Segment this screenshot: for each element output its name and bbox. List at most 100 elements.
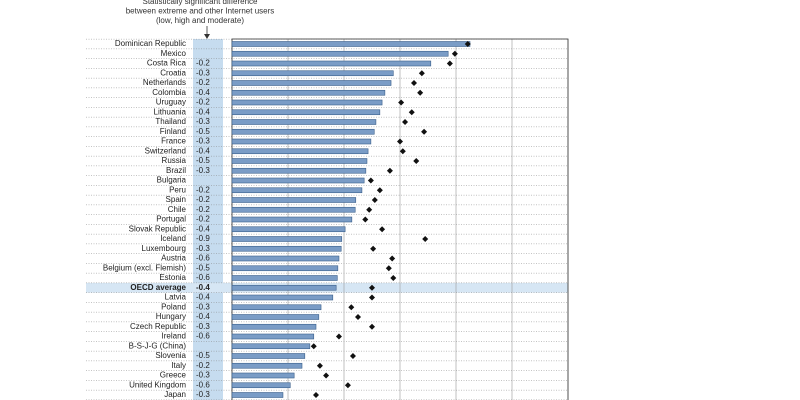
diamond-marker [417, 89, 424, 96]
diamond-marker [367, 177, 374, 184]
bar [231, 343, 311, 350]
bar [231, 372, 295, 379]
bar [231, 138, 372, 145]
difference-label: -0.3 [196, 371, 210, 380]
category-label: Bulgaria [157, 176, 187, 185]
annotation-arrowhead [204, 34, 210, 39]
difference-label: -0.4 [196, 224, 210, 233]
difference-label: -0.2 [196, 98, 210, 107]
bar [231, 382, 291, 389]
bar [231, 265, 339, 272]
difference-label: -0.2 [196, 361, 210, 370]
bar [231, 216, 353, 223]
diamond-marker [413, 158, 420, 164]
bar [231, 226, 346, 233]
category-label: Ireland [162, 332, 186, 341]
bar [231, 245, 342, 252]
diamond-marker [399, 148, 406, 155]
diamond-marker [344, 382, 351, 389]
diamond-marker [323, 372, 330, 379]
category-label: France [161, 137, 186, 146]
bar [231, 158, 368, 164]
diamond-marker [370, 245, 377, 252]
category-label: OECD average [130, 283, 186, 292]
difference-label: -0.4 [196, 283, 210, 292]
difference-label: -0.2 [196, 78, 210, 87]
diamond-marker [421, 128, 428, 135]
bar [231, 314, 320, 320]
bar [231, 119, 377, 125]
difference-label: -0.6 [196, 332, 210, 341]
category-label: Switzerland [145, 146, 186, 155]
bar [231, 284, 337, 291]
bar [231, 304, 322, 311]
category-label: Iceland [160, 234, 186, 243]
difference-label: -0.2 [196, 215, 210, 224]
difference-label: -0.4 [196, 146, 210, 155]
bar [231, 392, 284, 398]
diamond-marker [369, 294, 375, 301]
difference-label: -0.3 [196, 302, 210, 311]
bar [231, 206, 356, 213]
category-label: B-S-J-G (China) [129, 341, 187, 350]
diamond-marker [316, 362, 323, 369]
bar [231, 60, 432, 67]
diamond-marker [389, 255, 396, 262]
category-label: Luxembourg [142, 244, 186, 253]
bar [231, 50, 449, 57]
difference-label: -0.4 [196, 293, 210, 302]
bar [231, 362, 303, 369]
diamond-marker [310, 343, 317, 350]
category-label: Italy [171, 361, 186, 370]
category-label: Spain [166, 195, 186, 204]
category-label: United Kingdom [129, 380, 186, 389]
difference-label: -0.3 [196, 117, 210, 126]
category-label: Latvia [165, 293, 187, 302]
bar [231, 353, 306, 359]
diamond-marker [385, 265, 392, 272]
category-label: Colombia [152, 88, 186, 97]
difference-label: -0.2 [196, 59, 210, 68]
category-label: Brazil [166, 166, 186, 175]
difference-label: -0.9 [196, 234, 210, 243]
difference-label: -0.5 [196, 127, 210, 136]
difference-label: -0.5 [196, 156, 210, 165]
diamond-marker [355, 314, 361, 320]
category-label: Russia [162, 156, 187, 165]
category-label: Portugal [156, 215, 186, 224]
diamond-marker [379, 226, 386, 233]
bar [231, 333, 315, 340]
category-label: Poland [161, 302, 186, 311]
category-label: Austria [161, 254, 186, 263]
difference-label: -0.5 [196, 351, 210, 360]
difference-label: -0.4 [196, 107, 210, 116]
diamond-marker [390, 275, 397, 281]
diamond-marker [418, 70, 425, 77]
difference-label: -0.3 [196, 68, 210, 77]
diamond-marker [451, 50, 458, 57]
category-label: Croatia [160, 68, 186, 77]
category-label: Estonia [159, 273, 186, 282]
difference-label: -0.3 [196, 322, 210, 331]
annotation: (low, high and moderate) [156, 16, 244, 25]
category-label: Finland [160, 127, 186, 136]
diamond-marker [402, 119, 409, 125]
category-label: Japan [164, 390, 186, 399]
diamond-marker [349, 353, 356, 359]
difference-label: -0.6 [196, 273, 210, 282]
category-label: Slovenia [155, 351, 186, 360]
bar [231, 41, 471, 47]
bar [231, 148, 369, 155]
difference-label: -0.6 [196, 254, 210, 263]
difference-label: -0.3 [196, 137, 210, 146]
difference-label: -0.4 [196, 312, 210, 321]
difference-label: -0.3 [196, 166, 210, 175]
category-label: Uruguay [156, 98, 186, 107]
bar [231, 294, 334, 301]
diamond-marker [408, 109, 415, 116]
bar [231, 109, 381, 116]
category-label: Costa Rica [147, 59, 187, 68]
diamond-marker [398, 99, 405, 106]
category-label: Chile [168, 205, 187, 214]
